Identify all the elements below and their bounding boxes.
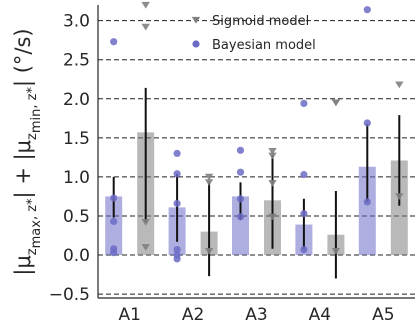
y-axis-label-part: (°/s): [11, 28, 35, 80]
bayesian-bar: [105, 196, 123, 256]
bayesian-point: [110, 194, 118, 202]
sigmoid-point: [395, 81, 404, 89]
sigmoid-point: [141, 23, 150, 31]
sigmoid-point: [141, 244, 150, 251]
bayesian-point: [363, 6, 371, 14]
y-axis-label-part: max: [29, 220, 44, 249]
x-tick-label: A4: [309, 305, 331, 325]
y-axis-label-part: |: [11, 80, 36, 87]
y-axis-label-part: z: [25, 133, 40, 140]
sigmoid-bar: [390, 160, 408, 256]
y-axis-label-part: + |μ: [11, 140, 36, 191]
bayesian-point: [173, 245, 181, 254]
bayesian-point: [173, 199, 181, 208]
sigmoid-point: [268, 152, 277, 160]
bars: [105, 132, 408, 256]
bayesian-point: [173, 170, 181, 178]
legend-sigmoid-label: Sigmoid model: [212, 14, 309, 29]
legend-bayesian-marker: [192, 40, 200, 48]
sigmoid-point: [395, 193, 404, 200]
y-tick-label: 1.0: [63, 168, 90, 188]
bayesian-point: [236, 213, 245, 221]
bayesian-point: [110, 217, 118, 226]
legend: Sigmoid model Bayesian model: [191, 14, 316, 53]
sigmoid-point: [204, 179, 214, 186]
y-tick-label: 0.0: [63, 246, 90, 266]
y-axis-label: |μzmax, z*| + |μzmin, z*| (°/s): [11, 28, 44, 275]
sigmoid-point: [268, 179, 277, 187]
x-tick-label: A5: [372, 305, 394, 325]
bayesian-bar: [358, 166, 376, 256]
bayesian-point: [173, 255, 181, 263]
x-tick-label: A2: [182, 305, 204, 325]
y-axis-label-part: , z*: [25, 198, 40, 220]
y-axis-label-part: z: [25, 248, 40, 255]
y-axis-label-text: |μzmax, z*| + |μzmin, z*| (°/s): [11, 28, 44, 275]
y-tick-label: 3.0: [63, 12, 90, 32]
bayesian-point: [236, 195, 245, 203]
y-axis-label-part: min: [29, 109, 44, 134]
data-points: [110, 1, 404, 263]
y-axis-label-part: , z*: [25, 87, 40, 109]
sigmoid-point: [331, 99, 341, 107]
sigmoid-point: [204, 247, 214, 255]
bayesian-point: [236, 168, 245, 176]
y-tick-label: 1.5: [63, 129, 90, 149]
sigmoid-point: [204, 173, 214, 181]
bayesian-point: [300, 210, 308, 218]
sigmoid-point: [141, 1, 150, 9]
x-tick-label: A3: [245, 305, 267, 325]
x-tick-label: A1: [118, 305, 140, 325]
bayesian-point: [300, 245, 308, 254]
bayesian-point: [173, 149, 181, 158]
bayesian-point: [363, 119, 371, 127]
bayesian-point: [236, 146, 245, 154]
y-tick-label: 2.5: [63, 51, 90, 71]
y-tick-label: −0.5: [49, 285, 90, 305]
sigmoid-point: [331, 247, 341, 255]
sigmoid-point: [268, 147, 277, 155]
y-axis-label-part: |μ: [11, 255, 36, 275]
bayesian-point: [300, 170, 308, 179]
sigmoid-point: [268, 213, 277, 221]
sigmoid-point: [141, 219, 150, 226]
legend-bayesian-label: Bayesian model: [212, 38, 316, 53]
y-axis-label-part: |: [11, 191, 36, 198]
y-tick-label: 0.5: [63, 207, 90, 227]
bayesian-point: [110, 249, 118, 257]
bayesian-point: [110, 38, 118, 46]
y-tick-label: 2.0: [63, 90, 90, 110]
axes: −0.5 0.0 0.5 1.0 1.5 2.0 2.5 3.0 A1 A2 A3 A4 A5: [49, 5, 415, 325]
bayesian-bar: [232, 196, 249, 256]
bayesian-point: [300, 99, 308, 108]
legend-sigmoid-marker: [191, 16, 201, 24]
bayesian-point: [363, 198, 371, 206]
error-bars: [112, 87, 401, 279]
